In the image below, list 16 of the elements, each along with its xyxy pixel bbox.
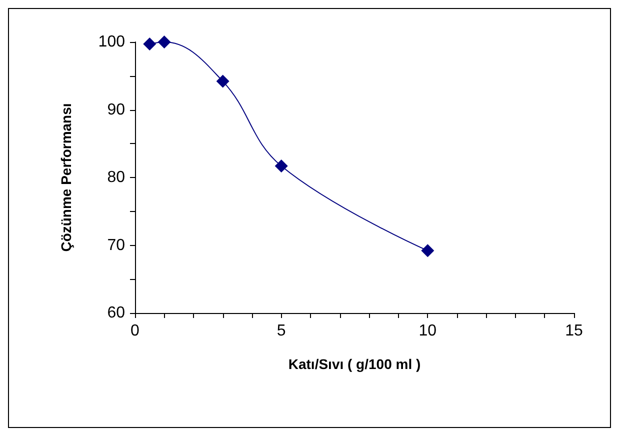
- y-tick-label: 90: [107, 101, 126, 118]
- y-tick-label: 70: [107, 236, 126, 254]
- point: [421, 244, 434, 258]
- point: [158, 36, 171, 48]
- point: [274, 159, 288, 172]
- y-tick-label: 60: [107, 304, 126, 322]
- y-tick-label: 100: [98, 34, 126, 50]
- x-tick-label: 0: [130, 322, 140, 340]
- x-tick-label: 5: [276, 322, 286, 340]
- point: [216, 74, 230, 88]
- x-axis-title: Katı/Sıvı ( g/100 ml ): [288, 356, 421, 372]
- point: [143, 38, 156, 51]
- y-tick-label: 80: [107, 169, 126, 186]
- x-tick-label: 15: [565, 322, 583, 340]
- y-axis-title: Çözünme Performansı: [58, 103, 74, 252]
- x-tick-label: 10: [418, 322, 437, 340]
